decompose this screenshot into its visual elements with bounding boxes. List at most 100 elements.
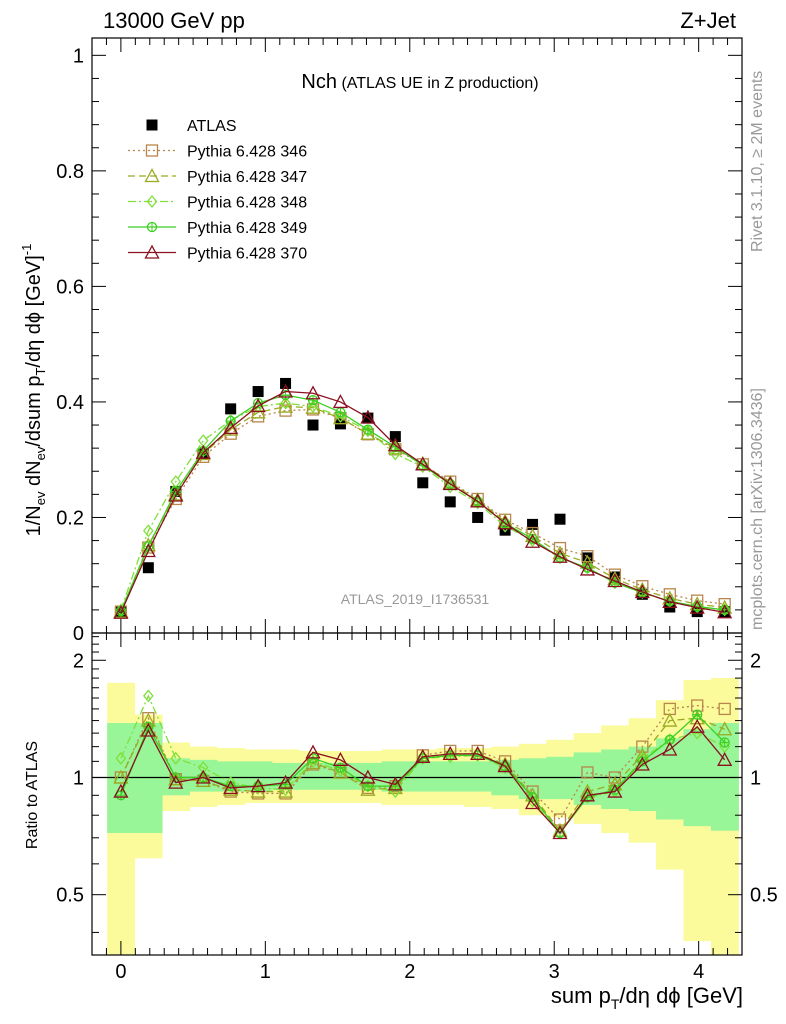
mc-point [582, 561, 593, 575]
mc-point [305, 385, 321, 400]
x-tick-label: 3 [549, 961, 560, 983]
atlas-point [499, 524, 511, 536]
ratio-point [277, 774, 294, 789]
ratio-point [581, 766, 594, 779]
main-panel: 0 0.2 0.4 0.6 0.8 1 ATLAS_2019_I1736531 Nch (… [56, 37, 743, 645]
ratio-panel-frame [91, 632, 743, 956]
ratio-point [195, 769, 211, 784]
mc-point [360, 409, 376, 424]
mc-point [362, 424, 374, 438]
mc-point [168, 487, 184, 502]
ratio-series-4 [113, 718, 733, 840]
atlas-point [472, 511, 484, 523]
ratio-point [332, 751, 349, 766]
legend-marker [146, 194, 158, 209]
mc-point [470, 493, 486, 508]
ratio-point [718, 702, 731, 716]
watermark: ATLAS_2019_I1736531 [341, 591, 490, 607]
ratio-tick-label-right: 1 [750, 767, 761, 789]
mc-point [362, 424, 374, 435]
x-tick-label: 0 [115, 961, 126, 983]
series-5 [113, 383, 733, 619]
ratio-point [140, 722, 156, 737]
series-line [120, 402, 725, 611]
mc-point [335, 407, 346, 418]
mc-point [197, 434, 209, 448]
ratio-point [415, 748, 431, 763]
atlas-point [142, 562, 154, 574]
mc-point [277, 383, 294, 398]
plot-title: Nch (ATLAS UE in Z production) [301, 71, 538, 93]
mc-point [307, 395, 319, 406]
legend-entry: Pythia 6.428 346 [128, 144, 307, 161]
uncertainty-band [107, 678, 739, 955]
legend-label: Pythia 6.428 348 [187, 195, 307, 212]
mc-point [524, 533, 541, 548]
atlas-point [225, 403, 237, 415]
ratio-point [305, 744, 321, 759]
legend-label: ATLAS [187, 118, 237, 135]
mc-point [415, 456, 431, 471]
ratio-point [689, 718, 705, 733]
legend-marker-atlas [146, 119, 158, 131]
legend-marker [144, 244, 160, 259]
legend-label: Pythia 6.428 347 [187, 169, 307, 186]
y-tick-label: 0.6 [56, 276, 84, 298]
mc-point [142, 524, 154, 538]
y-axis-label-bottom: Ratio to ATLAS [24, 741, 41, 849]
y-tick-label: 0.2 [56, 507, 84, 529]
ratio-point [664, 733, 676, 747]
ratio-point [607, 783, 623, 798]
legend-marker [145, 144, 159, 157]
ratio-point [719, 737, 730, 748]
mc-point [307, 400, 319, 414]
legend-marker [144, 168, 160, 183]
band-inner [463, 761, 492, 792]
band-inner [436, 761, 465, 792]
ratio-point [717, 751, 733, 766]
y-tick-label: 0 [73, 623, 84, 645]
series-line [120, 405, 725, 612]
mc-point [195, 444, 211, 459]
header-right: Z+Jet [680, 8, 736, 33]
atlas-point [554, 513, 566, 525]
series-line [120, 408, 725, 612]
x-tick-label: 2 [404, 961, 415, 983]
ratio-point [223, 780, 239, 795]
ratio-point [524, 795, 541, 810]
ratio-point [470, 745, 486, 760]
ratio-point [113, 783, 129, 798]
legend: ATLAS Pythia 6.428 346 Pythia 6.428 347 Pyt… [128, 118, 307, 263]
legend-entry: Pythia 6.428 349 [128, 220, 307, 237]
mc-point [607, 573, 623, 588]
rivet-label: Rivet 3.1.10, ≥ 2M events [749, 71, 766, 252]
ratio-point [115, 751, 127, 765]
legend-label: Pythia 6.428 346 [187, 144, 307, 161]
mc-point [140, 543, 156, 558]
ratio-point [579, 787, 596, 802]
y-axis-label-top: 1/Nev dNev/dsum pT/dη dϕ [GeV]-1 [19, 244, 48, 537]
ratio-tick-label-right: 2 [750, 650, 761, 672]
atlas-point [307, 419, 319, 431]
ratio-point [634, 756, 650, 771]
ratio-point [717, 721, 733, 736]
y-tick-label: 0.8 [56, 161, 84, 183]
ratio-panel: 0.5 0.5 1 1 2 2 0 1 2 3 4 [56, 632, 778, 983]
header-left: 13000 GeV pp [103, 8, 245, 33]
ratio-point [442, 745, 458, 760]
ratio-point [662, 712, 678, 727]
ratio-point [168, 771, 184, 786]
mc-point [250, 398, 266, 413]
mc-point [442, 476, 458, 491]
legend-entry: Pythia 6.428 370 [128, 244, 307, 263]
ratio-point [552, 825, 568, 840]
ratio-tick-label-right: 0.5 [750, 885, 778, 907]
ratio-point [113, 769, 129, 784]
legend-entry: Pythia 6.428 348 [128, 195, 307, 212]
y-tick-label: 0.4 [56, 392, 84, 414]
atlas-point [581, 552, 593, 564]
ratio-point [335, 762, 346, 773]
ratio-line [120, 725, 726, 835]
ratio-point [168, 774, 184, 789]
